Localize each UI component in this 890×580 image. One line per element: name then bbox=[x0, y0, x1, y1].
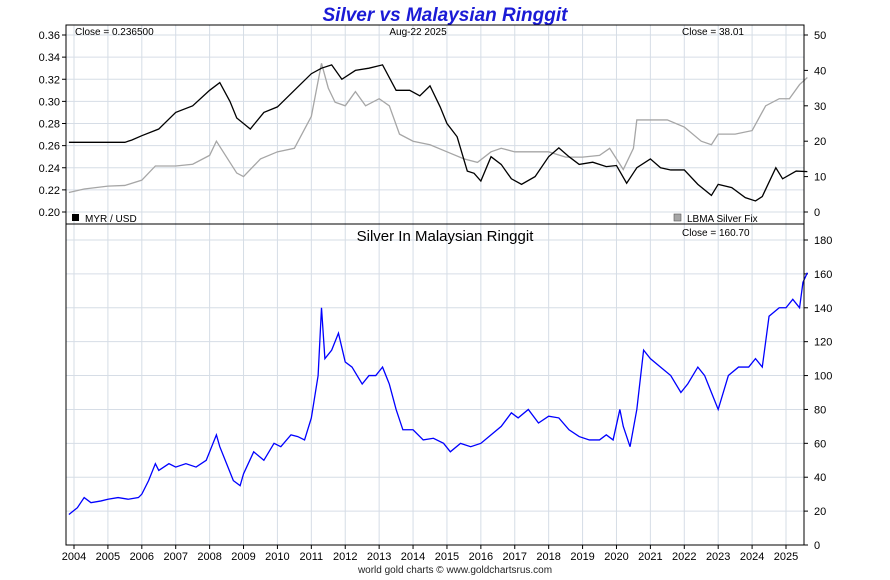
x-tick-label: 2004 bbox=[62, 551, 86, 563]
x-tick-label: 2013 bbox=[367, 551, 391, 563]
bottom-right-tick-label: 0 bbox=[814, 540, 820, 552]
x-tick-label: 2005 bbox=[96, 551, 120, 563]
x-tick-label: 2017 bbox=[503, 551, 527, 563]
x-tick-label: 2011 bbox=[300, 551, 324, 563]
bottom-right-tick-label: 100 bbox=[814, 371, 832, 383]
x-tick-label: 2021 bbox=[638, 551, 662, 563]
top-left-tick-label: 0.32 bbox=[39, 74, 60, 86]
top-close-left: Close = 0.236500 bbox=[75, 27, 154, 38]
bottom-panel-frame bbox=[65, 223, 805, 546]
x-tick-label: 2025 bbox=[774, 551, 798, 563]
top-right-tick-label: 10 bbox=[814, 172, 826, 184]
x-tick-label: 2014 bbox=[401, 551, 425, 563]
x-tick-label: 2007 bbox=[163, 551, 187, 563]
bottom-panel-title: Silver In Malaysian Ringgit bbox=[357, 228, 535, 245]
top-right-tick-label: 20 bbox=[814, 136, 826, 148]
x-tick-label: 2008 bbox=[197, 551, 221, 563]
top-left-tick-label: 0.36 bbox=[39, 30, 60, 42]
top-right-tick-label: 0 bbox=[814, 207, 820, 219]
top-left-tick-label: 0.22 bbox=[39, 185, 60, 197]
footer-credit: world gold charts © www.goldchartsrus.co… bbox=[357, 565, 552, 575]
series-silver-usd-line bbox=[68, 63, 808, 194]
series-silver-myr-line bbox=[68, 272, 808, 516]
top-panel: 0.20 0.22 0.24 0.26 0.28 0.30 0.32 0.34 0.36 0 10 2… bbox=[39, 24, 826, 225]
x-tick-label: 2020 bbox=[604, 551, 628, 563]
legend-swatch-silver bbox=[673, 213, 682, 222]
top-left-tick-label: 0.26 bbox=[39, 141, 60, 153]
x-tick-label: 2012 bbox=[333, 551, 357, 563]
top-left-tick-label: 0.24 bbox=[39, 163, 60, 175]
x-tick-label: 2023 bbox=[706, 551, 730, 563]
bottom-close-label: Close = 160.70 bbox=[682, 228, 750, 239]
x-tick-label: 2016 bbox=[469, 551, 493, 563]
x-tick-label: 2022 bbox=[672, 551, 696, 563]
top-left-tick-label: 0.30 bbox=[39, 96, 60, 108]
top-right-tick-label: 50 bbox=[814, 30, 826, 42]
bottom-right-tick-label: 60 bbox=[814, 438, 826, 450]
x-tick-label: 2009 bbox=[231, 551, 255, 563]
legend-label-myr: MYR / USD bbox=[85, 214, 137, 225]
bottom-right-tick-label: 180 bbox=[814, 235, 832, 247]
top-left-tick-label: 0.34 bbox=[39, 52, 60, 64]
x-tick-label: 2006 bbox=[130, 551, 154, 563]
x-tick-label: 2019 bbox=[570, 551, 594, 563]
legend-label-silver: LBMA Silver Fix bbox=[687, 214, 758, 225]
series-myr-usd-line bbox=[68, 64, 808, 202]
bottom-right-tick-label: 140 bbox=[814, 303, 832, 315]
x-tick-label: 2024 bbox=[740, 551, 764, 563]
bottom-right-tick-label: 20 bbox=[814, 506, 826, 518]
bottom-right-tick-label: 80 bbox=[814, 404, 826, 416]
x-tick-label: 2015 bbox=[435, 551, 459, 563]
top-panel-frame bbox=[65, 24, 805, 225]
chart-title: Silver vs Malaysian Ringgit bbox=[323, 5, 569, 26]
legend-swatch-myr bbox=[72, 214, 79, 221]
bottom-panel: 0 20 40 60 80 100 120 140 160 180 Silver In Malays… bbox=[62, 223, 832, 563]
top-right-tick-label: 30 bbox=[814, 101, 826, 113]
bottom-right-tick-label: 120 bbox=[814, 337, 832, 349]
x-tick-label: 2010 bbox=[265, 551, 289, 563]
top-close-right: Close = 38.01 bbox=[682, 27, 744, 38]
top-right-tick-label: 40 bbox=[814, 65, 826, 77]
top-date-label: Aug-22 2025 bbox=[389, 27, 447, 38]
x-tick-label: 2018 bbox=[536, 551, 560, 563]
bottom-right-tick-label: 40 bbox=[814, 472, 826, 484]
top-left-tick-label: 0.28 bbox=[39, 119, 60, 131]
bottom-right-tick-label: 160 bbox=[814, 269, 832, 281]
top-left-tick-label: 0.20 bbox=[39, 207, 60, 219]
